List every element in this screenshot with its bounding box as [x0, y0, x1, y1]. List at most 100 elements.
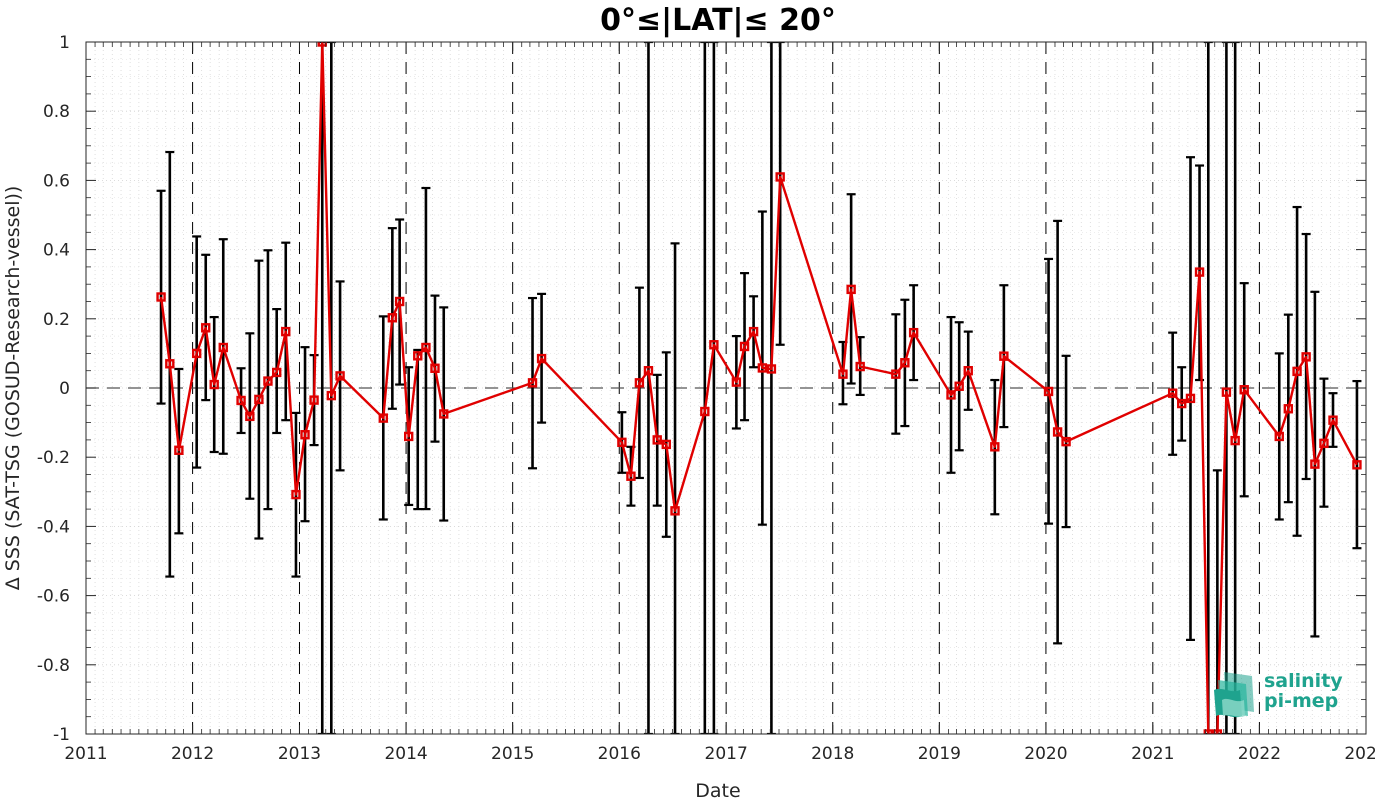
data-point-marker [201, 323, 211, 333]
data-point-marker [626, 471, 636, 481]
data-point-marker [963, 366, 973, 376]
data-point-marker [1185, 393, 1196, 404]
data-point-marker [670, 506, 680, 516]
data-point-marker [709, 340, 719, 350]
data-point-marker [165, 359, 175, 369]
data-point-marker [536, 353, 547, 364]
data-point-marker [1310, 459, 1320, 469]
data-point-marker [1239, 385, 1249, 395]
y-tick-label: -0.2 [37, 448, 70, 468]
data-point-marker [643, 366, 654, 376]
data-point-marker [254, 394, 264, 405]
y-tick-label: -1 [53, 725, 70, 745]
data-point-marker [891, 369, 901, 379]
data-markers [156, 42, 1362, 734]
x-tick-label: 2015 [491, 744, 534, 764]
data-point-marker [1177, 398, 1187, 409]
data-point-marker [281, 326, 291, 337]
data-point-marker [1352, 460, 1362, 470]
data-point-marker [317, 42, 327, 47]
data-point-marker [394, 296, 405, 307]
x-tick-label: 2017 [705, 744, 748, 764]
data-point-marker [999, 351, 1009, 361]
data-point-marker [413, 351, 423, 361]
y-tick-label: 0.2 [43, 310, 70, 330]
data-point-marker [1319, 438, 1329, 449]
logo-text-line2: pi-mep [1264, 690, 1338, 712]
data-point-marker [1212, 729, 1223, 734]
logo-wave-icon [1214, 672, 1254, 718]
series-line [159, 42, 1358, 734]
data-point-marker [326, 390, 337, 401]
data-point-marker [1061, 436, 1071, 447]
data-point-marker [1203, 729, 1213, 734]
data-point-marker [291, 489, 301, 500]
data-point-marker [748, 326, 759, 337]
data-point-marker [731, 377, 742, 387]
data-point-marker [421, 342, 431, 353]
x-tick-label: 2012 [171, 744, 214, 764]
data-point-marker [156, 292, 166, 302]
x-tick-label: 2022 [1238, 744, 1281, 764]
data-point-marker [236, 395, 246, 406]
data-point-marker [908, 327, 919, 338]
data-point-marker [954, 381, 964, 391]
x-tick-label: 2018 [811, 744, 854, 764]
y-tick-label: -0.4 [37, 517, 70, 537]
x-tick-label: 2016 [598, 744, 641, 764]
data-point-marker [900, 358, 910, 368]
series-path [159, 42, 1358, 734]
data-point-marker [218, 342, 228, 353]
data-point-marker [1167, 388, 1178, 398]
x-tick-label: 2014 [384, 744, 427, 764]
plot-area [156, 42, 1362, 734]
y-tick-label: 0.6 [43, 171, 70, 191]
data-point-marker [1283, 404, 1294, 414]
data-point-marker [1194, 267, 1205, 277]
data-point-marker [245, 411, 255, 422]
data-point-marker [1230, 435, 1240, 446]
x-tick-label: 2013 [278, 744, 321, 764]
y-tick-label: -0.8 [37, 656, 70, 676]
x-tick-label: 2020 [1024, 744, 1067, 764]
data-point-marker [439, 409, 449, 419]
y-tick-label: 0.8 [43, 102, 70, 122]
y-tick-label: 0 [59, 379, 70, 399]
x-axis-label: Date [695, 780, 740, 801]
data-point-marker [855, 361, 865, 372]
data-point-marker [1052, 427, 1063, 437]
data-point-marker [430, 363, 440, 373]
logo-text-line1: salinity [1264, 670, 1343, 692]
data-point-marker [387, 313, 398, 323]
data-point-marker [263, 376, 273, 386]
data-point-marker [335, 371, 345, 381]
data-point-marker [1221, 387, 1232, 397]
x-tick-label: 2019 [918, 744, 961, 764]
data-point-marker [1301, 352, 1311, 362]
data-point-marker [990, 442, 1000, 452]
data-point-marker [378, 413, 388, 423]
data-point-marker [209, 379, 219, 390]
data-point-marker [404, 431, 414, 442]
data-point-marker [527, 378, 538, 388]
data-point-marker [1292, 366, 1302, 377]
x-axis-ticks: 2011 2012 2013 2014 2015 2016 2017 2018 2019 2020… [64, 42, 1375, 764]
data-point-marker [634, 378, 645, 388]
data-point-marker [1274, 431, 1284, 442]
data-point-marker [309, 395, 319, 405]
x-tick-label: 2023 [1344, 744, 1375, 764]
data-point-marker [272, 367, 282, 378]
y-tick-label: 1 [59, 33, 70, 53]
data-point-marker [661, 439, 671, 450]
data-point-marker [946, 390, 956, 400]
y-tick-label: 0.4 [43, 241, 70, 261]
data-point-marker [1043, 386, 1054, 397]
data-point-marker [300, 430, 310, 440]
data-point-marker [191, 348, 202, 359]
data-point-marker [766, 364, 777, 374]
data-point-marker [617, 437, 627, 448]
salinity-pi-mep-logo: salinity pi-mep [1214, 670, 1343, 718]
data-point-marker [174, 445, 184, 455]
data-point-marker [838, 369, 848, 379]
